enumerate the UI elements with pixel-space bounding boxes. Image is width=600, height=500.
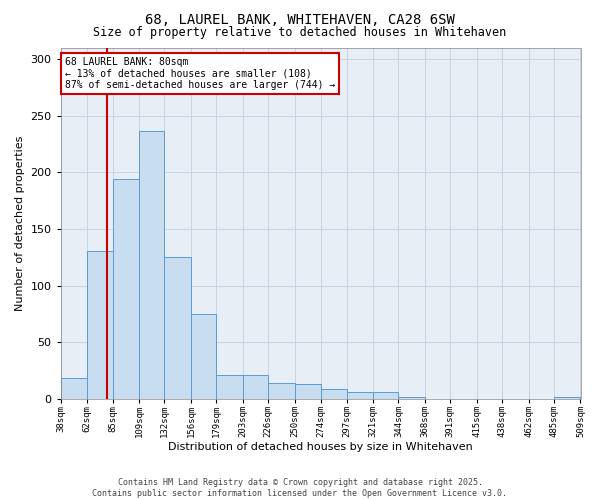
Bar: [268, 384, 295, 399]
Bar: [217, 376, 243, 399]
Bar: [164, 258, 191, 399]
Bar: [398, 397, 425, 399]
X-axis label: Distribution of detached houses by size in Whitehaven: Distribution of detached houses by size …: [168, 442, 473, 452]
Bar: [321, 389, 347, 399]
Bar: [243, 376, 268, 399]
Bar: [87, 250, 113, 399]
Bar: [554, 397, 580, 399]
Bar: [347, 392, 373, 399]
Text: Size of property relative to detached houses in Whitehaven: Size of property relative to detached ho…: [94, 26, 506, 39]
Bar: [191, 314, 217, 399]
Bar: [113, 179, 139, 399]
Text: Contains HM Land Registry data © Crown copyright and database right 2025.
Contai: Contains HM Land Registry data © Crown c…: [92, 478, 508, 498]
Bar: [295, 384, 321, 399]
Bar: [373, 392, 398, 399]
Text: 68 LAUREL BANK: 80sqm
← 13% of detached houses are smaller (108)
87% of semi-det: 68 LAUREL BANK: 80sqm ← 13% of detached …: [65, 56, 335, 90]
Bar: [61, 378, 87, 399]
Text: 68, LAUREL BANK, WHITEHAVEN, CA28 6SW: 68, LAUREL BANK, WHITEHAVEN, CA28 6SW: [145, 12, 455, 26]
Y-axis label: Number of detached properties: Number of detached properties: [15, 136, 25, 311]
Bar: [139, 132, 164, 399]
